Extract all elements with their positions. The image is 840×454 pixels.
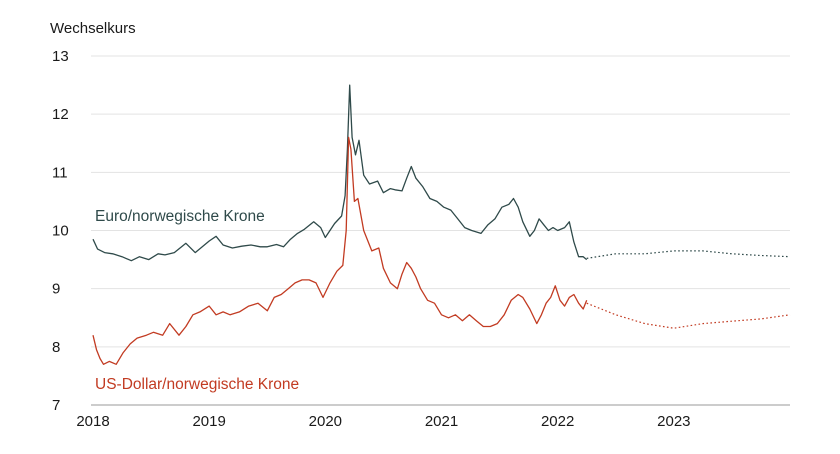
series-line-forecast — [586, 250, 791, 259]
series-label: US-Dollar/norwegische Krone — [95, 376, 299, 393]
y-tick-label: 10 — [52, 223, 69, 240]
y-tick-label: 7 — [52, 397, 60, 414]
series-line-forecast — [586, 302, 791, 329]
x-tick-label: 2021 — [425, 413, 458, 430]
y-tick-labels: 7 8 9 10 11 12 13 — [52, 48, 69, 414]
series-line-actual — [92, 84, 588, 262]
y-tick-label: 12 — [52, 106, 69, 123]
x-tick-label: 2018 — [76, 413, 109, 430]
x-tick-label: 2022 — [541, 413, 574, 430]
gridlines — [91, 55, 790, 406]
x-tick-labels: 2018 2019 2020 2021 2022 2023 — [76, 413, 690, 430]
y-axis-title: Wechselkurs — [50, 20, 136, 37]
x-tick-label: 2019 — [192, 413, 225, 430]
x-tick-label: 2020 — [309, 413, 342, 430]
y-tick-label: 11 — [52, 164, 68, 181]
y-tick-label: 9 — [52, 281, 60, 298]
series-labels: Euro/norwegische Krone US-Dollar/norwegis… — [95, 208, 299, 393]
x-tick-label: 2023 — [657, 413, 690, 430]
y-tick-label: 8 — [52, 339, 60, 356]
y-tick-label: 13 — [52, 48, 69, 65]
series-lines — [92, 84, 791, 365]
series-line-actual — [92, 136, 588, 365]
series-label: Euro/norwegische Krone — [95, 208, 265, 225]
